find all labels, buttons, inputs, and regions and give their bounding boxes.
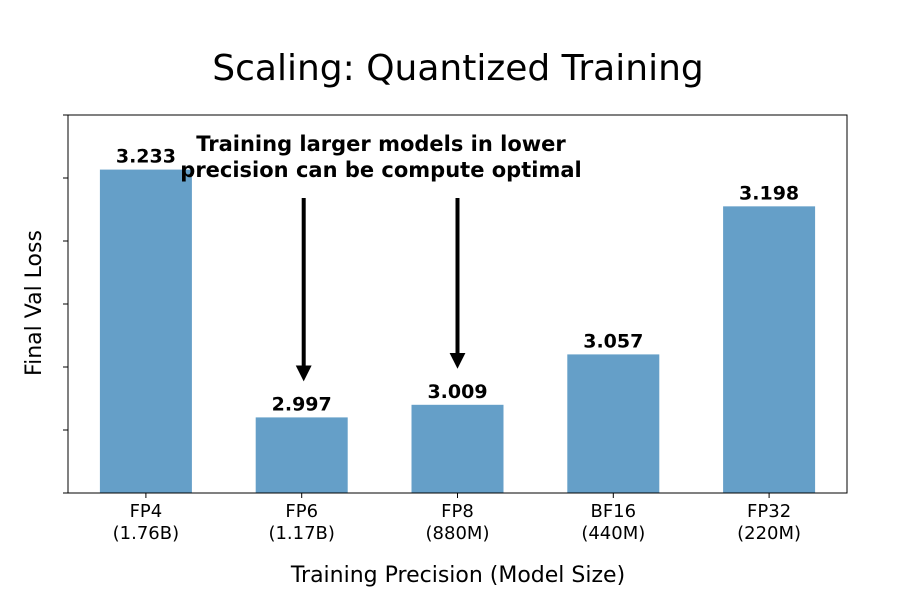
x-tick-sublabel-fp32: (220M) [737, 523, 801, 544]
value-label-fp32: 3.198 [739, 182, 799, 204]
plot-frame [67, 114, 848, 494]
annotation-line-1: Training larger models in lower [196, 132, 566, 156]
x-tick-sublabel-fp8: (880M) [426, 523, 490, 544]
x-tick-sublabel-fp4: (1.76B) [113, 523, 179, 544]
value-label-fp4: 3.233 [116, 146, 176, 168]
bar-bf16 [567, 354, 660, 493]
x-tick-sublabel-fp6: (1.17B) [268, 523, 334, 544]
bar-fp8 [411, 404, 504, 493]
x-tick-label-fp8: FP8 [441, 501, 474, 522]
plot-area: 3.233 FP4(1.76B) 2.997 FP6(1.17B) 3.009 FP8(8… [63, 114, 848, 544]
chart-title: Scaling: Quantized Training [212, 48, 703, 89]
bar-fp32 [723, 206, 816, 493]
x-tick-label-fp4: FP4 [130, 501, 163, 522]
y-axis-label: Final Val Loss [22, 230, 47, 376]
value-label-fp6: 2.997 [272, 393, 332, 415]
x-tick-label-fp6: FP6 [285, 501, 318, 522]
x-axis-label: Training Precision (Model Size) [290, 563, 625, 588]
value-label-bf16: 3.057 [583, 330, 643, 352]
bar-fp4 [99, 169, 192, 493]
annotation-line-2: precision can be compute optimal [180, 158, 581, 182]
value-label-fp8: 3.009 [427, 381, 487, 403]
x-tick-label-fp32: FP32 [747, 501, 791, 522]
x-tick-label-bf16: BF16 [590, 501, 636, 522]
bar-fp6 [255, 417, 348, 493]
x-tick-sublabel-bf16: (440M) [581, 523, 645, 544]
